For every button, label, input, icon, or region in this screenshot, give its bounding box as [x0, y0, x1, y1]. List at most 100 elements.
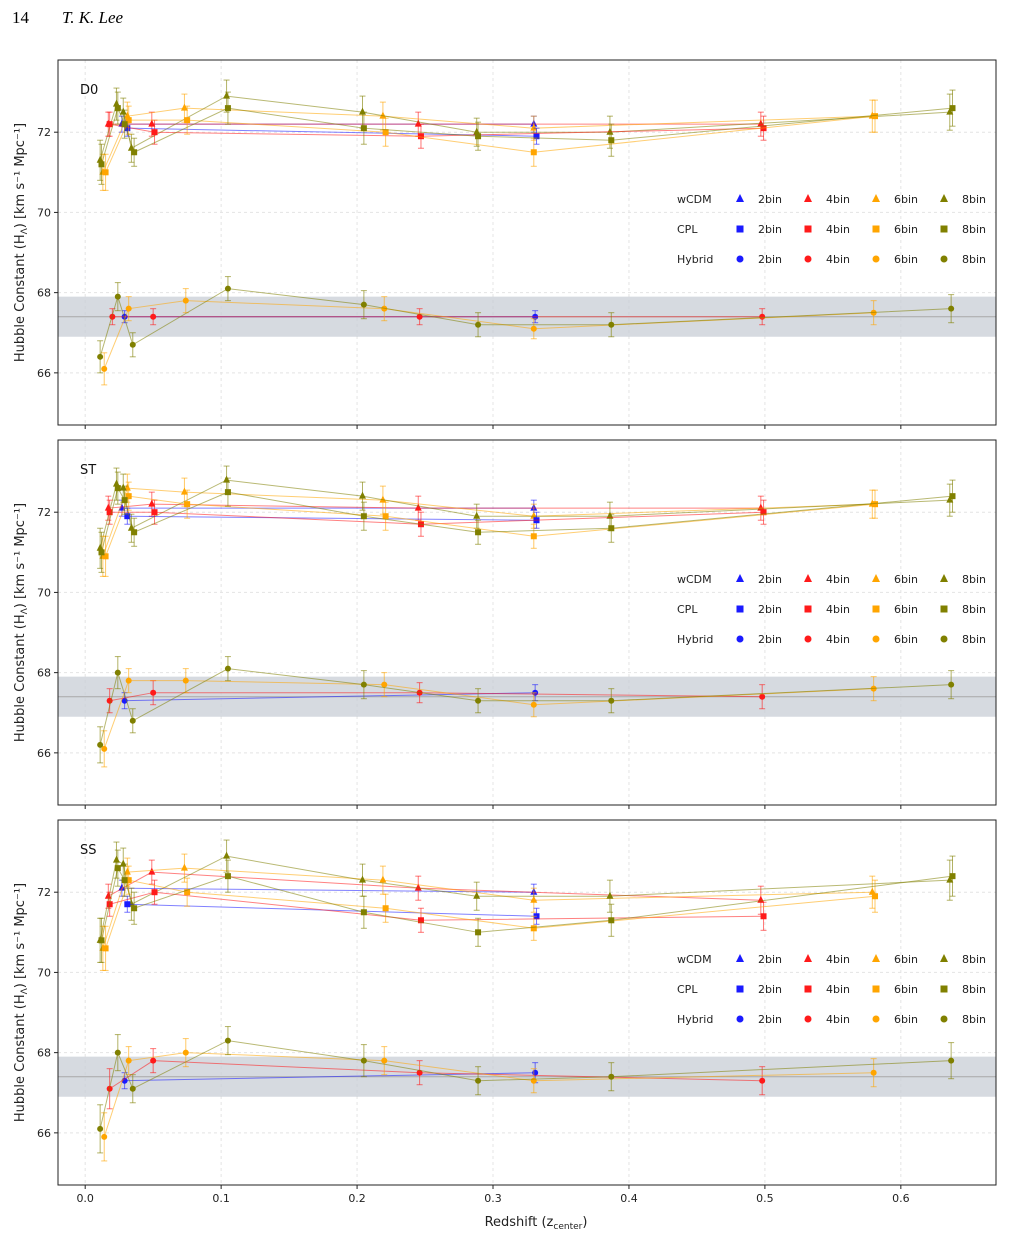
data-point: [124, 513, 131, 520]
data-point: [151, 509, 158, 516]
legend-model-label: CPL: [677, 603, 698, 616]
data-point: [417, 917, 424, 924]
y-tick-label: 70: [37, 586, 51, 599]
x-axis-title: Redshift (zcenter): [485, 1215, 588, 1232]
data-point: [475, 1077, 482, 1084]
data-point: [224, 665, 231, 672]
legend-bin-label: 6bin: [894, 253, 918, 266]
legend-marker: [940, 574, 948, 582]
legend-model-label: Hybrid: [677, 633, 713, 646]
legend-bin-label: 4bin: [826, 983, 850, 996]
y-axis-title: Hubble Constant (HΛ) [km s⁻¹ Mpc⁻¹]: [13, 883, 30, 1122]
legend-bin-label: 8bin: [962, 253, 986, 266]
y-tick-label: 68: [37, 1047, 51, 1060]
legend-marker: [736, 255, 744, 263]
data-point: [870, 1069, 877, 1076]
legend-marker: [872, 605, 880, 613]
y-tick-label: 66: [37, 747, 51, 760]
legend-marker: [736, 605, 744, 613]
series-hybrid-6bin: [101, 1038, 877, 1162]
data-point: [946, 495, 954, 503]
y-tick-label: 68: [37, 667, 51, 680]
data-point: [608, 917, 615, 924]
data-point: [129, 341, 136, 348]
data-point: [948, 305, 955, 312]
data-point: [530, 511, 538, 519]
data-point: [114, 105, 121, 112]
y-tick-label: 68: [37, 287, 51, 300]
data-point: [114, 1049, 121, 1056]
legend-marker: [736, 574, 744, 582]
data-point: [125, 877, 132, 884]
data-point: [381, 681, 388, 688]
data-point: [530, 895, 538, 903]
y-tick-label: 72: [37, 886, 51, 899]
data-point: [102, 169, 109, 176]
data-point: [608, 321, 615, 328]
panel-d0: 66 68 70 72 D0 Hubble Constant (HΛ) [km s⁻¹ M…: [13, 59, 997, 429]
legend-marker: [940, 225, 948, 233]
legend-bin-label: 2bin: [758, 573, 782, 586]
data-point: [114, 865, 121, 872]
data-point: [131, 529, 138, 536]
data-point: [125, 493, 132, 500]
legend-marker: [736, 194, 744, 202]
data-point: [224, 489, 231, 496]
y-tick-label: 72: [37, 126, 51, 139]
data-point: [112, 855, 120, 863]
legend-bin-label: 6bin: [894, 223, 918, 236]
data-point: [180, 103, 188, 111]
data-point: [125, 117, 132, 124]
plot-frame: [57, 819, 997, 1186]
legend-marker: [940, 985, 948, 993]
legend-marker: [736, 225, 744, 233]
data-point: [475, 133, 482, 140]
data-point: [97, 1125, 104, 1132]
panel-label: ST: [80, 463, 96, 478]
legend-marker: [872, 985, 880, 993]
data-point: [382, 905, 389, 912]
data-point: [530, 701, 537, 708]
series-line: [103, 1052, 874, 1138]
legend-marker: [736, 635, 744, 643]
legend-marker: [940, 605, 948, 613]
data-point: [532, 1069, 539, 1076]
data-point: [114, 485, 121, 492]
data-point: [872, 113, 879, 120]
data-point: [530, 149, 537, 156]
data-point: [125, 1057, 132, 1064]
x-tick-label: 0.6: [892, 1192, 910, 1205]
legend-bin-label: 4bin: [826, 953, 850, 966]
data-point: [121, 121, 128, 128]
legend-marker: [736, 954, 744, 962]
legend-bin-label: 2bin: [758, 983, 782, 996]
data-point: [98, 937, 105, 944]
legend-bin-label: 8bin: [962, 603, 986, 616]
x-tick-label: 0.0: [76, 1192, 94, 1205]
data-point: [360, 681, 367, 688]
legend-marker: [940, 255, 948, 263]
data-point: [379, 111, 387, 119]
legend-marker: [872, 1015, 880, 1023]
legend-bin-label: 6bin: [894, 1013, 918, 1026]
data-point: [223, 851, 231, 859]
x-tick-label: 0.4: [620, 1192, 638, 1205]
legend-marker: [940, 954, 948, 962]
data-point: [475, 321, 482, 328]
legend-marker: [872, 635, 880, 643]
data-point: [530, 123, 538, 131]
y-tick-label: 66: [37, 1127, 51, 1140]
series-line: [108, 871, 761, 901]
running-author: T. K. Lee: [62, 8, 124, 27]
data-point: [124, 901, 131, 908]
series-cpl-8bin: [98, 471, 956, 573]
data-point: [473, 891, 481, 899]
legend-bin-label: 4bin: [826, 223, 850, 236]
data-point: [759, 1077, 766, 1084]
data-point: [759, 693, 766, 700]
data-point: [414, 883, 422, 891]
data-point: [98, 549, 105, 556]
y-axis-title: Hubble Constant (HΛ) [km s⁻¹ Mpc⁻¹]: [13, 503, 30, 742]
data-point: [150, 689, 157, 696]
